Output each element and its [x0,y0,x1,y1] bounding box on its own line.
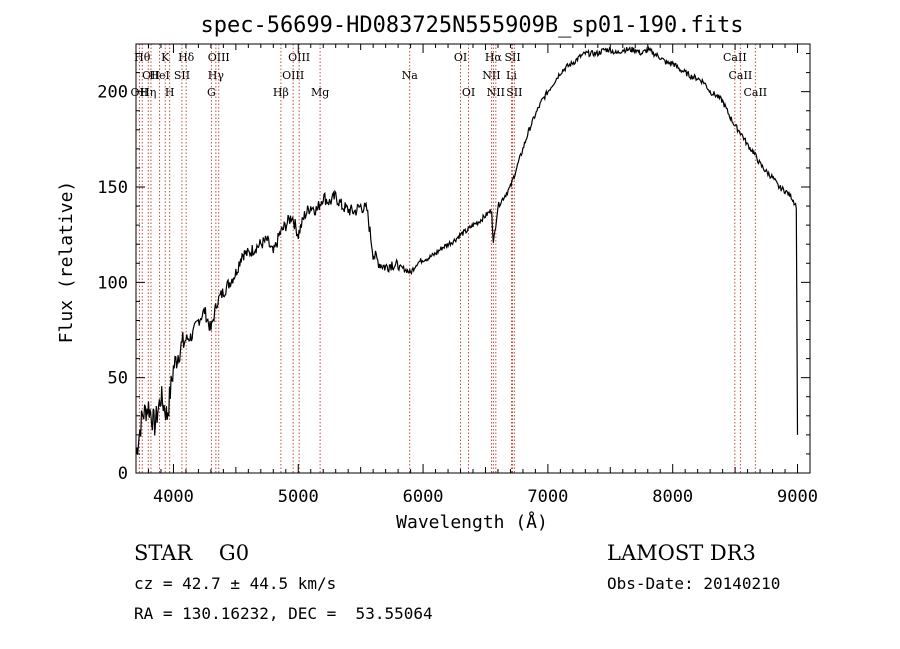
line-label: CaII [729,69,753,82]
line-label: OI [462,86,475,99]
line-label: OIII [288,51,310,64]
spectral-line-markers [138,44,756,473]
line-label: HeI [149,69,169,82]
x-tick-label: 8000 [652,487,693,507]
line-label: Hθ [134,51,151,64]
plot-frame [135,43,811,474]
y-tick-label: 50 [108,369,128,389]
redshift-text: cz = 42.7 ± 44.5 km/s [134,574,337,593]
line-label: K [161,51,170,64]
line-label: SII [504,51,520,64]
line-label: OII [131,86,149,99]
x-tick-label: 9000 [777,487,818,507]
coordinates-text: RA = 130.16232, DEC = 53.55064 [134,604,433,623]
line-label: OIII [208,51,230,64]
y-axis-label: Flux (relative) [56,181,77,344]
y-tick-label: 150 [97,178,128,198]
line-label: G [207,86,216,99]
survey-name: LAMOST DR3 [607,541,756,565]
x-tick-label: 4000 [153,487,194,507]
line-label: H [165,86,175,99]
line-label: NII [482,69,500,82]
x-tick-label: 5000 [278,487,319,507]
line-label: Hα [485,51,503,64]
line-label: Mg [311,86,329,99]
line-label: CaII [723,51,747,64]
line-label: SII [174,69,190,82]
object-class: STAR G0 [134,541,250,565]
line-label: OII [142,69,160,82]
y-tick-label: 0 [118,464,128,484]
x-tick-label: 6000 [403,487,444,507]
line-label: Hδ [178,51,195,64]
y-axis-ticks: 0 50 100 150 200 [97,53,810,484]
x-axis-label: Wavelength (Å) [396,511,548,533]
line-label: Li [506,69,517,82]
line-label: OIII [282,69,304,82]
y-tick-label: 100 [97,273,128,293]
line-label: Hγ [208,69,225,82]
chart-title: spec-56699-HD083725N555909B_sp01-190.fit… [200,13,743,38]
line-label: CaII [743,86,767,99]
line-label: OI [454,51,467,64]
spectral-line-labels: OIIHθHηOIIHeIKHSIIHδGHγOIIIHβOIIIOIIIMgN… [131,51,768,99]
x-tick-label: 7000 [527,487,568,507]
y-tick-label: 200 [97,83,128,103]
line-label: NII [487,86,505,99]
line-label: Na [402,69,419,82]
spectrum-line [135,45,799,455]
line-label: Hβ [273,86,289,99]
line-label: SII [506,86,522,99]
obs-date-text: Obs-Date: 20140210 [607,574,781,593]
x-axis-ticks: 4000 5000 6000 7000 8000 9000 [135,44,818,507]
line-label: Hη [140,86,156,99]
